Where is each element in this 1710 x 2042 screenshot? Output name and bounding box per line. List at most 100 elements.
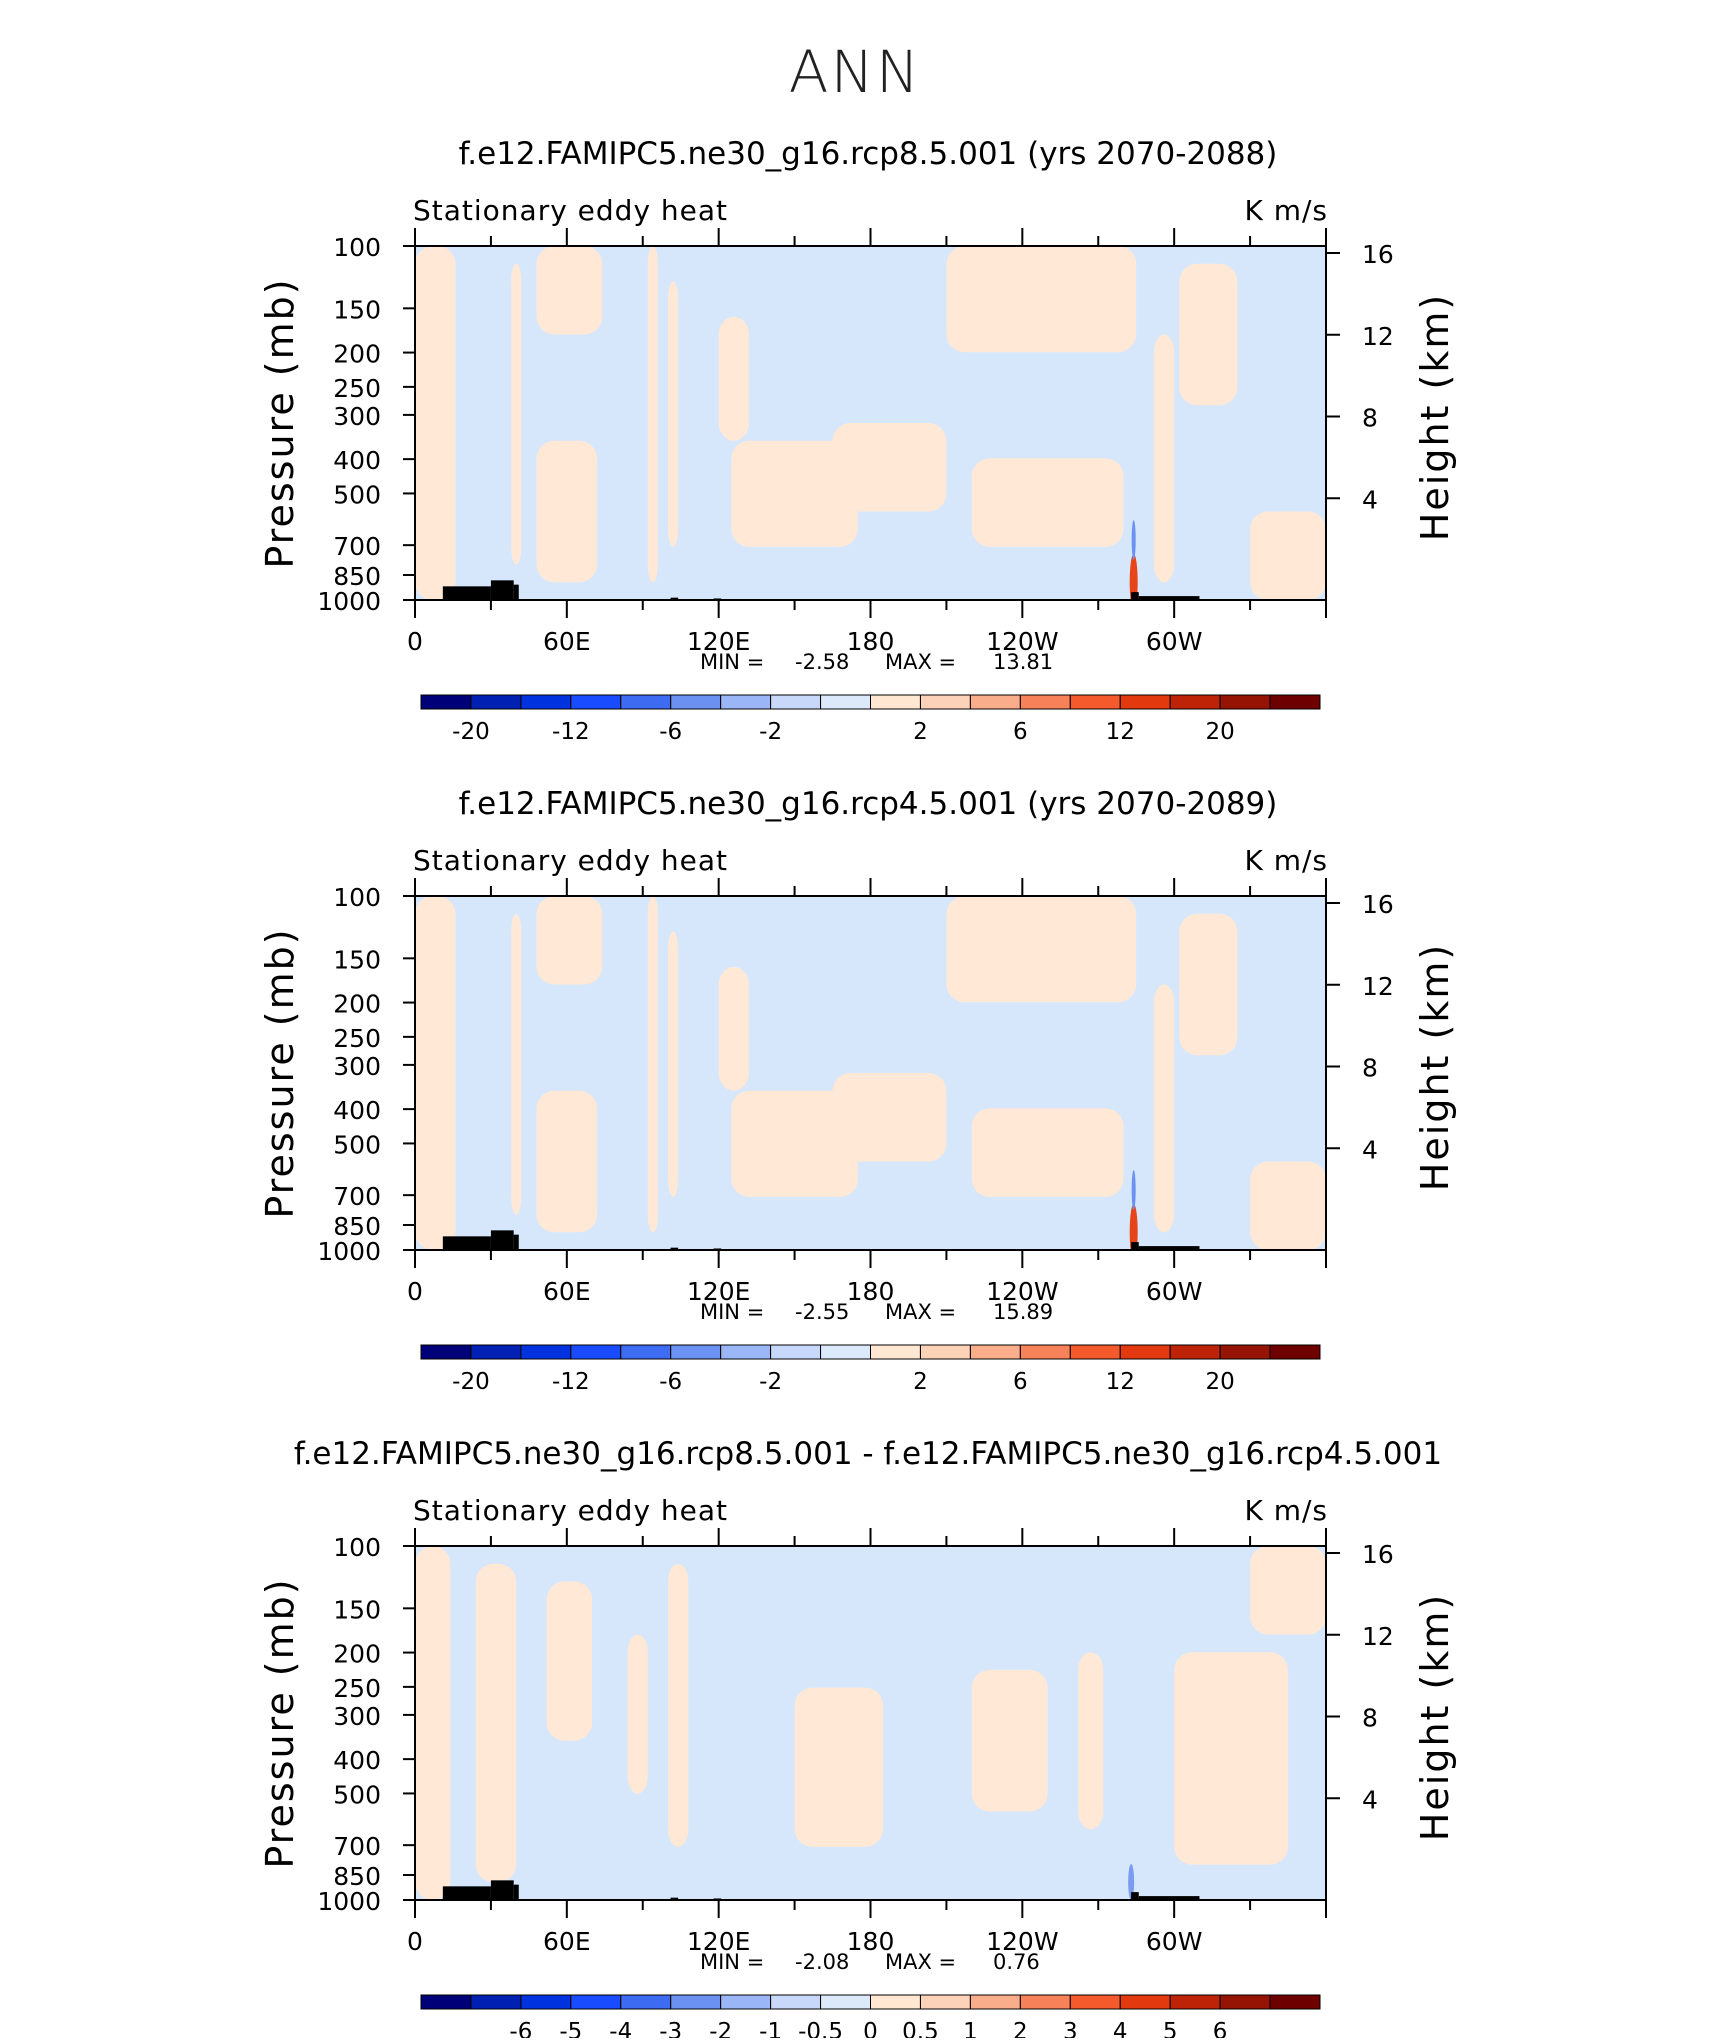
colorbar-swatch — [770, 1344, 822, 1360]
chart-panel-2: f.e12.FAMIPC5.ne30_g16.rcp4.5.001 (yrs 2… — [258, 786, 1457, 1395]
cold-spot — [1128, 1864, 1135, 1900]
panel-title: f.e12.FAMIPC5.ne30_g16.rcp8.5.001 (yrs 2… — [459, 136, 1278, 172]
y-tick-label: 150 — [333, 945, 381, 974]
warm-region — [536, 246, 603, 335]
colorbar-swatch — [470, 1344, 522, 1360]
colorbar-swatch — [969, 1344, 1021, 1360]
stat-max-label: MAX = — [885, 1300, 956, 1324]
warm-region — [718, 966, 750, 1091]
warm-region — [1250, 1546, 1326, 1635]
panel-subtitle-left: Stationary eddy heat — [413, 1494, 728, 1527]
colorbar-swatch — [1019, 1344, 1071, 1360]
field-layer — [415, 246, 1326, 600]
colorbar-swatch — [720, 1994, 772, 2010]
topography — [670, 1247, 679, 1250]
colorbar-swatch — [919, 1994, 971, 2010]
colorbar-label: -12 — [552, 1369, 590, 1395]
colorbar-swatch — [1219, 1344, 1271, 1360]
colorbar-swatch — [570, 694, 622, 710]
warm-region — [536, 896, 603, 985]
colorbar-label: 6 — [1013, 719, 1028, 745]
colorbar-swatch — [520, 1344, 572, 1360]
warm-region — [946, 246, 1137, 353]
x-tick-label: 180 — [847, 1277, 895, 1306]
colorbar-label: 20 — [1205, 719, 1234, 745]
colorbar-label: -20 — [452, 719, 490, 745]
colorbar-swatch — [720, 1344, 772, 1360]
topography — [442, 1236, 491, 1250]
y2-axis-title: Height (km) — [1413, 293, 1457, 541]
stat-min-value: -2.55 — [795, 1300, 849, 1324]
topography — [670, 1897, 679, 1900]
warm-region — [668, 1563, 689, 1847]
colorbar-swatch — [919, 694, 971, 710]
colorbar-label: -6 — [509, 2019, 532, 2038]
colorbar-label: 6 — [1013, 1369, 1028, 1395]
colorbar-swatch — [969, 694, 1021, 710]
field-layer — [415, 896, 1326, 1250]
colorbar-swatch — [1219, 694, 1271, 710]
x-tick-label: 120W — [986, 627, 1058, 656]
warm-region — [647, 246, 658, 583]
x-tick-label: 60E — [543, 627, 591, 656]
colorbar-swatch — [1069, 1994, 1121, 2010]
colorbar-label: 2 — [1013, 2019, 1028, 2038]
colorbar-swatch — [1269, 1344, 1321, 1360]
hot-spot — [1129, 554, 1138, 600]
x-tick-label: 120W — [986, 1277, 1058, 1306]
y2-tick-label: 8 — [1362, 1704, 1378, 1733]
colorbar-swatch — [1169, 1994, 1221, 2010]
colorbar-label: 0 — [863, 2019, 878, 2038]
colorbar-swatch — [570, 1994, 622, 2010]
colorbar-swatch — [1019, 1994, 1071, 2010]
warm-region — [475, 1563, 517, 1883]
x-tick-label: 120E — [687, 1927, 751, 1956]
topography — [1131, 1242, 1139, 1250]
x-tick-label: 120E — [687, 1277, 751, 1306]
stat-min-label: MIN = — [700, 1950, 764, 1974]
y2-tick-label: 12 — [1362, 1622, 1394, 1651]
warm-region — [415, 246, 456, 600]
colorbar-swatch — [870, 1994, 921, 2010]
x-tick-label: 0 — [407, 627, 423, 656]
y2-axis-title: Height (km) — [1413, 1593, 1457, 1841]
colorbar-swatch — [620, 1994, 672, 2010]
y-tick-label: 300 — [333, 402, 381, 431]
topography — [1138, 1896, 1200, 1900]
y2-tick-label: 4 — [1362, 1785, 1378, 1814]
panel-subtitle-left: Stationary eddy heat — [413, 194, 728, 227]
colorbar-swatch — [470, 1994, 522, 2010]
colorbar-label: -5 — [559, 2019, 582, 2038]
warm-region — [536, 1090, 598, 1233]
colorbar-swatch — [570, 1344, 622, 1360]
warm-region — [971, 458, 1124, 547]
topography — [1131, 1892, 1139, 1900]
y-tick-label: 300 — [333, 1052, 381, 1081]
topography — [670, 597, 679, 600]
colorbar-label: 0.5 — [902, 2019, 939, 2038]
chart-panel-3: f.e12.FAMIPC5.ne30_g16.rcp8.5.001 - f.e1… — [258, 1436, 1457, 2042]
panel-subtitle-left: Stationary eddy heat — [413, 844, 728, 877]
y-tick-label: 700 — [333, 532, 381, 561]
topography — [490, 1880, 514, 1900]
colorbar-label: -0.5 — [798, 2019, 843, 2038]
topography — [1138, 596, 1200, 600]
warm-region — [946, 896, 1137, 1003]
colorbar-swatch — [670, 1344, 722, 1360]
y-tick-label: 700 — [333, 1832, 381, 1861]
warm-region — [1179, 913, 1238, 1056]
colorbar-label: 3 — [1063, 2019, 1078, 2038]
colorbar-swatch — [670, 694, 722, 710]
topography — [513, 1884, 519, 1900]
stat-max-value: 0.76 — [993, 1950, 1040, 1974]
y2-tick-label: 4 — [1362, 485, 1378, 514]
colorbar-label: 2 — [913, 1369, 928, 1395]
stat-max-value: 13.81 — [993, 650, 1053, 674]
y-tick-label: 500 — [333, 480, 381, 509]
colorbar-label: -2 — [759, 719, 782, 745]
colorbar-label: -20 — [452, 1369, 490, 1395]
topography — [442, 1886, 491, 1900]
colorbar-label: -6 — [659, 1369, 682, 1395]
warm-region — [718, 316, 750, 441]
colorbar-swatch — [470, 694, 522, 710]
